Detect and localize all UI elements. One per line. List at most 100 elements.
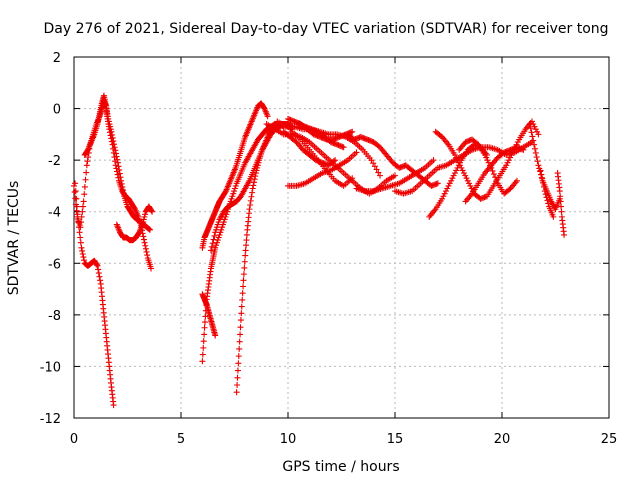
data-point — [481, 151, 488, 158]
data-point — [79, 251, 86, 258]
data-point — [83, 162, 90, 169]
data-point — [110, 138, 117, 145]
data-point — [542, 191, 549, 198]
data-point — [459, 167, 466, 174]
data-point — [527, 125, 534, 132]
data-point — [116, 166, 123, 173]
data-point — [370, 160, 377, 167]
data-point — [109, 134, 116, 141]
data-point — [444, 185, 451, 192]
x-axis-label: GPS time / hours — [282, 459, 399, 475]
data-point — [353, 149, 360, 156]
data-point — [371, 163, 378, 170]
data-point — [236, 345, 243, 352]
y-tick-label: -10 — [40, 360, 61, 375]
data-point — [556, 188, 563, 195]
data-point — [93, 261, 100, 268]
data-point — [242, 252, 249, 259]
data-point — [80, 254, 87, 261]
data-point — [217, 229, 224, 236]
data-point — [84, 158, 91, 165]
data-point — [218, 226, 225, 233]
data-point — [484, 157, 491, 164]
data-point — [493, 177, 500, 184]
y-tick-label: -12 — [40, 412, 61, 427]
series-25 — [537, 167, 557, 220]
series-21 — [432, 118, 542, 202]
data-point — [460, 170, 467, 177]
data-point — [81, 257, 88, 264]
y-tick-label: -6 — [48, 257, 61, 272]
data-point — [449, 175, 456, 182]
data-point — [115, 163, 122, 170]
data-point — [77, 234, 84, 241]
series-8 — [233, 121, 296, 396]
series-14 — [285, 115, 356, 143]
data-point — [214, 221, 221, 228]
data-point — [557, 193, 564, 200]
y-tick-label: 0 — [53, 103, 61, 118]
data-point — [464, 177, 471, 184]
data-point — [77, 239, 84, 246]
x-tick-label: 5 — [177, 432, 185, 447]
data-point — [78, 244, 85, 251]
data-point — [537, 167, 544, 174]
x-tick-label: 0 — [70, 432, 78, 447]
data-point — [440, 193, 447, 200]
series-16 — [285, 149, 360, 189]
data-point — [140, 236, 147, 243]
data-point — [528, 129, 535, 136]
data-point — [558, 203, 565, 210]
data-point — [201, 324, 208, 331]
data-point — [247, 197, 254, 204]
data-point — [531, 141, 538, 148]
data-point — [108, 128, 115, 135]
data-point — [106, 121, 113, 128]
data-point — [230, 190, 237, 197]
data-point — [111, 141, 118, 148]
data-point — [107, 123, 114, 130]
data-point — [526, 121, 533, 128]
data-point — [232, 182, 239, 189]
data-point — [220, 219, 227, 226]
y-axis-label: SDTVAR / TECUs — [6, 181, 22, 296]
data-point — [142, 245, 149, 252]
data-point — [213, 224, 220, 231]
data-point — [75, 224, 82, 231]
data-point — [437, 132, 444, 139]
data-point — [458, 164, 465, 171]
data-point — [200, 338, 207, 345]
data-point — [72, 180, 79, 187]
x-tick-label: 25 — [601, 432, 618, 447]
data-point — [112, 147, 119, 154]
data-point — [148, 207, 155, 214]
data-point — [450, 172, 457, 179]
data-point — [250, 179, 257, 186]
data-point — [237, 324, 244, 331]
data-point — [373, 166, 380, 173]
data-point — [131, 205, 138, 212]
data-point — [349, 128, 356, 135]
data-point — [540, 179, 547, 186]
data-point — [79, 247, 86, 254]
data-point — [148, 265, 155, 272]
series-26 — [554, 170, 568, 238]
data-point — [111, 144, 118, 151]
data-point — [292, 138, 299, 145]
data-point — [74, 211, 81, 218]
data-point — [540, 183, 547, 190]
data-point — [441, 190, 448, 197]
data-point — [535, 131, 542, 138]
data-point — [514, 139, 521, 146]
data-point — [246, 206, 253, 213]
data-point — [550, 213, 557, 220]
data-point — [199, 358, 206, 365]
data-point — [211, 232, 218, 239]
data-point — [492, 174, 499, 181]
data-point — [215, 234, 222, 241]
plot-frame — [73, 56, 610, 419]
data-point — [503, 162, 510, 169]
data-point — [451, 151, 458, 158]
data-point — [76, 229, 83, 236]
data-point — [468, 185, 475, 192]
